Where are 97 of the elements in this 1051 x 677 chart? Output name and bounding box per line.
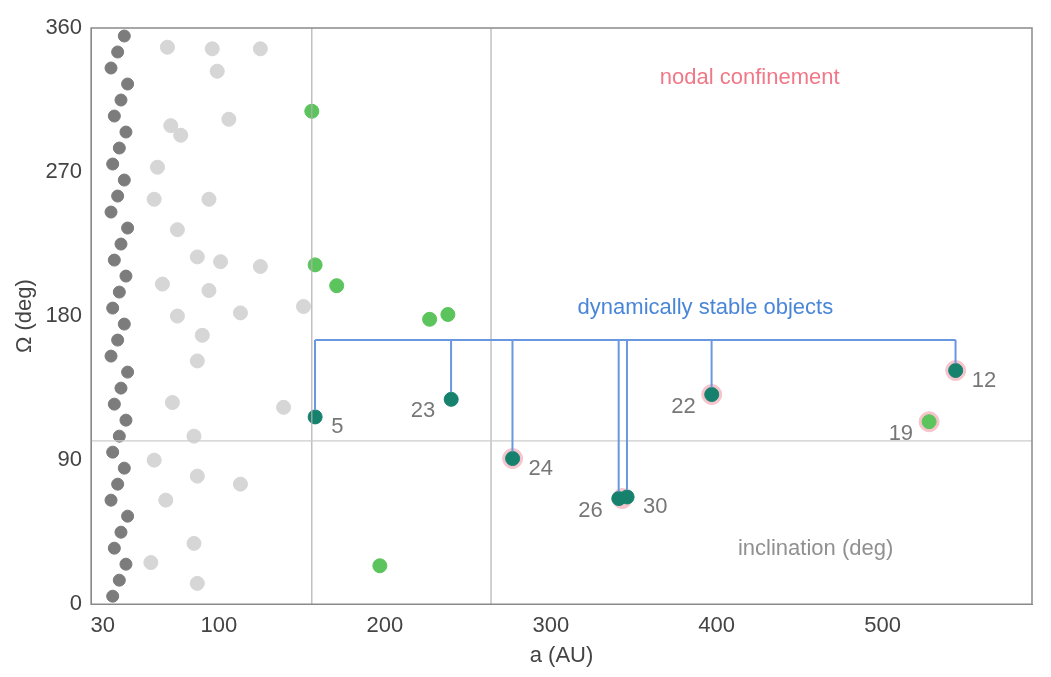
point — [107, 397, 121, 411]
point — [114, 381, 128, 395]
point — [104, 349, 118, 363]
annotation: 12 — [971, 366, 997, 392]
point — [296, 299, 312, 314]
point — [189, 468, 205, 484]
point — [440, 307, 456, 322]
y-tick-label: 270 — [45, 158, 83, 184]
point — [114, 93, 128, 107]
point — [159, 39, 175, 55]
point — [221, 111, 237, 127]
point — [146, 191, 162, 207]
point — [112, 285, 126, 299]
point — [143, 555, 159, 571]
point — [107, 253, 121, 267]
point — [111, 333, 125, 347]
point — [119, 125, 133, 139]
point — [164, 395, 180, 411]
point — [111, 189, 125, 203]
point — [112, 573, 126, 587]
point — [104, 205, 118, 219]
point — [106, 157, 120, 171]
point — [121, 77, 135, 91]
point — [307, 257, 323, 273]
point — [107, 109, 121, 123]
point — [119, 557, 133, 571]
point — [119, 269, 133, 283]
x-tick-label: 400 — [698, 612, 736, 638]
point — [107, 541, 121, 555]
point — [252, 41, 268, 57]
point — [252, 258, 268, 274]
annotation: 23 — [410, 397, 436, 423]
point — [443, 391, 459, 407]
point — [112, 141, 126, 155]
point — [276, 399, 292, 415]
y-tick-label: 360 — [45, 14, 83, 40]
annotation: 19 — [888, 419, 914, 445]
y-axis-title: Ω (deg) — [11, 279, 37, 354]
point — [111, 477, 125, 491]
point — [204, 41, 220, 57]
point — [232, 305, 248, 321]
point — [194, 327, 210, 343]
y-tick-label: 90 — [57, 446, 83, 472]
point — [201, 282, 217, 298]
point — [201, 191, 217, 207]
point — [111, 45, 125, 59]
point — [154, 276, 170, 292]
annotation: nodal confinement — [659, 64, 840, 90]
point — [117, 173, 131, 187]
x-tick-label: 200 — [366, 612, 404, 638]
point — [104, 61, 118, 75]
annotation: inclination (deg) — [737, 535, 894, 561]
ref-line-label: dynamically stable objects — [577, 294, 834, 320]
point — [106, 301, 120, 315]
point — [106, 445, 120, 459]
point — [232, 476, 248, 492]
point — [106, 589, 120, 603]
point — [372, 558, 388, 574]
point — [104, 493, 118, 507]
point — [189, 353, 205, 369]
point — [213, 254, 229, 270]
x-tick-label: 100 — [200, 612, 238, 638]
point — [158, 492, 174, 508]
point — [149, 159, 165, 175]
point — [114, 237, 128, 251]
point — [329, 278, 345, 294]
annotation: 22 — [671, 392, 696, 418]
point — [117, 461, 131, 475]
point — [114, 525, 128, 539]
point — [169, 222, 185, 238]
point — [117, 317, 131, 331]
point — [169, 308, 185, 324]
annotation: 30 — [643, 493, 668, 519]
x-tick-label: 30 — [90, 612, 115, 638]
y-tick-label: 0 — [69, 590, 83, 616]
point — [163, 118, 179, 134]
y-tick-label: 180 — [45, 302, 83, 328]
annotation: 26 — [578, 496, 603, 522]
point — [173, 127, 189, 143]
point — [186, 535, 202, 551]
point — [189, 249, 205, 265]
point — [307, 409, 323, 425]
annotation: 24 — [528, 454, 554, 480]
x-tick-label: 500 — [864, 612, 902, 638]
point — [121, 365, 135, 379]
point — [209, 63, 225, 79]
x-axis-title: a (AU) — [529, 641, 594, 667]
point — [146, 452, 162, 468]
point — [189, 575, 205, 591]
annotation: 5 — [331, 413, 344, 438]
point — [304, 103, 320, 119]
point — [422, 311, 438, 327]
point — [121, 221, 135, 235]
point — [117, 29, 131, 43]
point — [119, 413, 133, 427]
x-tick-label: 300 — [532, 612, 570, 638]
point — [121, 509, 135, 523]
